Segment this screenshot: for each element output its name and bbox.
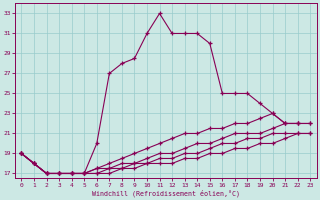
X-axis label: Windchill (Refroidissement éolien,°C): Windchill (Refroidissement éolien,°C) — [92, 189, 240, 197]
